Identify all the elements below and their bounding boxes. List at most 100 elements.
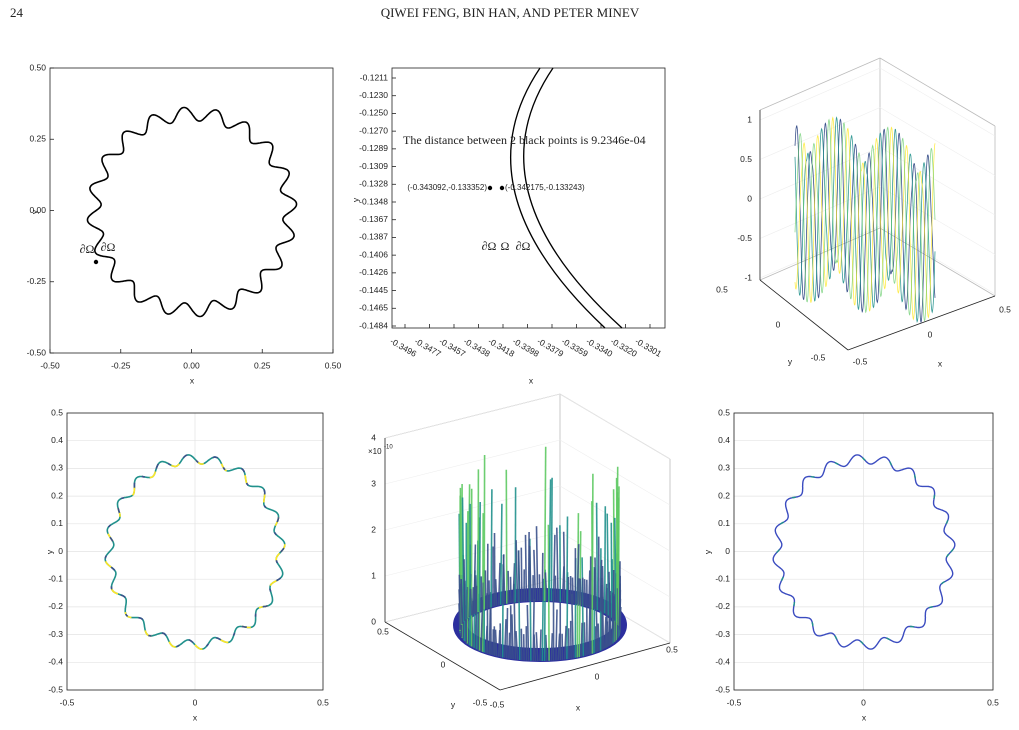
label: -0.3398 [511, 336, 541, 359]
surface-spike [554, 575, 557, 602]
label: 0.5 [317, 697, 329, 707]
surface-spike [490, 489, 493, 608]
boundary-curve [104, 454, 286, 650]
label: -0.25 [111, 360, 131, 370]
axis-line [384, 531, 561, 577]
boundary-curve [772, 454, 956, 650]
label: -0.1270 [359, 125, 388, 135]
label: -0.3457 [437, 336, 467, 359]
label: -0.50 [27, 347, 47, 357]
surface-spike [581, 577, 585, 606]
label: 3 [371, 478, 376, 488]
label: 0.5 [716, 284, 728, 294]
label: y [788, 356, 793, 366]
surface-spike [508, 632, 511, 659]
label: 4 [371, 432, 376, 442]
surface-spike [526, 604, 530, 661]
surface-spike [484, 570, 487, 609]
label: y [29, 209, 39, 214]
surface-spike [499, 503, 503, 605]
surface-spike [511, 614, 514, 660]
label: 0 [193, 697, 198, 707]
surface-spike [524, 534, 528, 602]
surface-spike [610, 522, 613, 618]
surface-spike [481, 582, 485, 611]
label: -0.1289 [359, 143, 388, 153]
surface-spike [569, 575, 572, 604]
label: -10 [384, 445, 393, 451]
surface-spike [567, 576, 570, 604]
label: y [702, 549, 712, 554]
label: -0.3 [48, 629, 63, 639]
surface-spike [603, 616, 607, 649]
label: 0 [776, 319, 781, 329]
label: -0.2 [715, 601, 730, 611]
surface-spike [580, 622, 583, 657]
surface-spike [599, 559, 603, 612]
surface-spike [552, 534, 556, 602]
surface-spike [509, 576, 512, 604]
surface-spike [520, 628, 523, 661]
label: 0 [861, 697, 866, 707]
plot-frame [391, 67, 666, 329]
surface-spike [520, 547, 523, 602]
axis-line [879, 107, 996, 176]
surface-spike [505, 469, 508, 604]
label: x [529, 375, 534, 385]
surface-spike [539, 629, 542, 662]
axis-line [847, 295, 996, 351]
label: -0.3320 [609, 336, 639, 359]
axis-line [384, 393, 561, 439]
surface-spike [463, 580, 467, 621]
label: -0.1445 [359, 285, 388, 295]
axis-line [759, 186, 881, 239]
surface-spike [517, 550, 521, 603]
label: 1 [371, 570, 376, 580]
surface-spike [535, 526, 539, 602]
surface-spike [579, 578, 583, 606]
label: 0.00 [29, 205, 46, 215]
plot-frame [66, 412, 324, 691]
label: -0.1230 [359, 90, 388, 100]
label: 0.25 [29, 134, 46, 144]
surface-spike [595, 502, 599, 611]
surface-spike [515, 540, 519, 603]
label: -0.1 [48, 573, 63, 583]
label: -0.3418 [486, 336, 516, 359]
label: -0.5 [60, 697, 75, 707]
surface-spike [611, 615, 614, 645]
label: -0.2 [48, 601, 63, 611]
surface-spike [588, 570, 591, 608]
plot-frame [733, 412, 994, 691]
axis-line [384, 621, 501, 691]
label: ∂Ω [101, 240, 116, 254]
surface-spike [605, 621, 609, 648]
label: -0.5 [727, 697, 742, 707]
label: -0.1328 [359, 179, 388, 189]
surface-spike [583, 622, 586, 656]
label: x [576, 702, 581, 712]
label: -0.5 [715, 684, 730, 694]
label: 0 [928, 329, 933, 339]
label: -0.5 [473, 697, 488, 707]
surface-spike [544, 572, 548, 602]
surface-spike [497, 562, 501, 606]
surface-spike [533, 549, 537, 602]
boundary-curve [523, 67, 623, 329]
label: -0.1367 [359, 214, 388, 224]
label: 0 [371, 616, 376, 626]
label: 1 [747, 114, 752, 124]
label: 0 [725, 546, 730, 556]
label: x [190, 375, 195, 385]
label: -0.3301 [633, 336, 663, 359]
label: -0.4 [715, 657, 730, 667]
label: -0.1465 [359, 303, 388, 313]
label: -0.1309 [359, 161, 388, 171]
label: -0.3477 [413, 336, 443, 359]
surface-spike [474, 579, 477, 614]
surface-spike [606, 513, 610, 616]
label: The distance between 2 black points is 9… [403, 133, 646, 147]
surface-spike [494, 629, 498, 657]
surface-spike [563, 625, 567, 660]
surface-spike [513, 583, 517, 660]
